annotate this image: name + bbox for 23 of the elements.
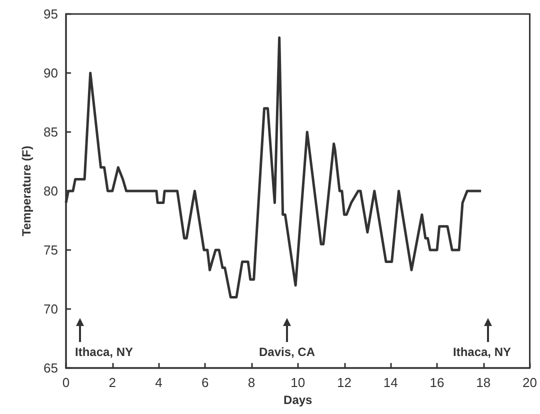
annotation: Davis, CA — [258, 345, 316, 359]
x-tick-label: 14 — [383, 375, 398, 390]
x-tick-label: 6 — [202, 375, 209, 390]
x-tick-label: 20 — [522, 375, 538, 390]
y-tick-label: 95 — [44, 6, 58, 22]
y-tick-label: 75 — [44, 242, 58, 258]
x-axis-title: Days — [284, 392, 313, 407]
y-tick-label: 90 — [44, 66, 58, 80]
y-tick-label: 80 — [44, 184, 58, 198]
x-tick-label: 18 — [476, 375, 491, 390]
x-tick-label: 10 — [290, 375, 306, 390]
annotation: Ithaca, NY — [74, 345, 134, 359]
x-tick-label: 2 — [108, 375, 116, 390]
x-tick-label: 0 — [62, 375, 70, 390]
x-tick-label: 12 — [337, 375, 352, 390]
x-tick-label: 8 — [248, 375, 256, 390]
x-tick-label: 4 — [155, 375, 162, 390]
y-axis-title: Temperature (F) — [20, 146, 34, 236]
annotation: Ithaca, NY — [452, 345, 512, 359]
y-tick-label: 85 — [44, 124, 58, 140]
y-tick-label: 70 — [44, 302, 58, 316]
y-tick-label: 65 — [44, 360, 58, 376]
x-tick-label: 16 — [430, 375, 444, 390]
